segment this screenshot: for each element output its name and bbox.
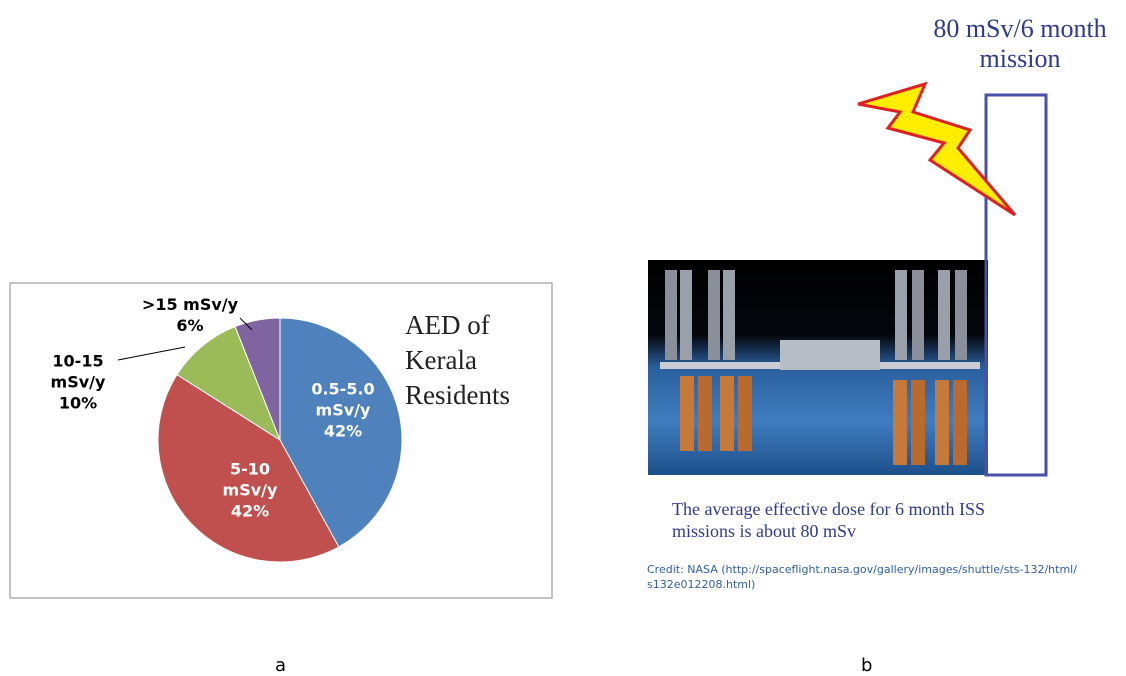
caption: The average effective dose for 6 month I… <box>672 499 986 541</box>
pie-slice <box>157 373 340 563</box>
panel-label: b <box>861 655 873 676</box>
slice-category: 0.5-5.0 mSv/y <box>311 379 375 420</box>
panel-label: a <box>275 655 287 676</box>
pie-slice <box>176 325 282 442</box>
slice-label: 0.5-5.0 mSv/y 42% <box>303 379 383 442</box>
iss-photo <box>648 260 988 475</box>
chart-title: AED of Kerala Residents <box>405 310 510 410</box>
slice-label: 10-15 mSv/y 10% <box>38 351 118 414</box>
leader-line <box>117 346 186 361</box>
slice-label: >15 mSv/y 6% <box>130 294 250 336</box>
slice-value: 6% <box>176 316 204 335</box>
leader-line <box>239 317 253 331</box>
slice-value: 42% <box>230 501 270 521</box>
slice-value: 10% <box>58 393 98 413</box>
slice-category: >15 mSv/y <box>141 295 239 314</box>
pie-slice <box>279 317 403 548</box>
dose-label: 80 mSv/6 month mission <box>933 14 1107 73</box>
dose-bar <box>984 93 1048 477</box>
pie-slice <box>234 317 281 441</box>
credit: Credit: NASA (http://spaceflight.nasa.go… <box>647 563 1077 591</box>
slice-value: 42% <box>323 421 363 441</box>
slice-label: 5-10 mSv/y 42% <box>210 459 290 522</box>
slice-category: 10-15 mSv/y <box>50 351 106 392</box>
lightning-bolt <box>857 81 1017 217</box>
slice-category: 5-10 mSv/y <box>222 459 278 500</box>
